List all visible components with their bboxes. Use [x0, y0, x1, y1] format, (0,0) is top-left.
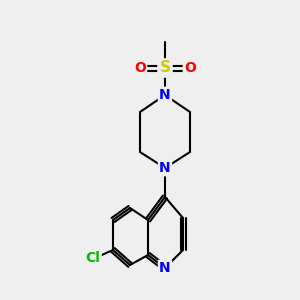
Text: O: O [134, 61, 146, 75]
Text: N: N [159, 161, 171, 175]
Text: Cl: Cl [85, 251, 100, 265]
Text: N: N [159, 88, 171, 102]
Text: S: S [160, 61, 170, 76]
Text: N: N [159, 261, 171, 275]
Text: O: O [184, 61, 196, 75]
